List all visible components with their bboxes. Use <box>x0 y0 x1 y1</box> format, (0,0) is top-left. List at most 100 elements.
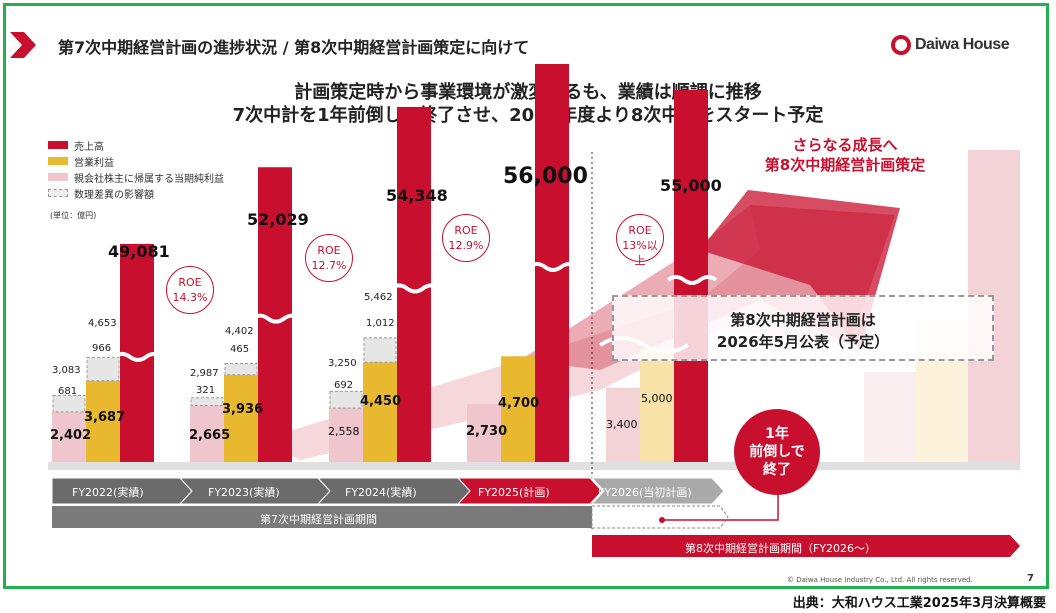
legend-swatch-sales <box>48 141 68 149</box>
legend-swatch-diff <box>48 189 68 197</box>
sales-label-fy2024: 54,348 <box>386 186 448 205</box>
legend-item-sales: 売上高 <box>48 138 224 153</box>
ahead-line-1: 1年 <box>765 426 789 442</box>
eighth-period-bar <box>592 535 1020 557</box>
sales-label-fy2023: 52,029 <box>247 210 309 229</box>
roe-label: ROE <box>178 276 202 289</box>
legend-item-net-income: 親会社株主に帰属する当期純利益 <box>48 170 224 185</box>
op-income-bar-fy2023 <box>224 374 258 470</box>
net-diff-label-fy2023: 321 <box>196 385 216 396</box>
axis-break-fy2022 <box>112 351 164 362</box>
legend-item-op-income: 営業利益 <box>48 154 224 169</box>
chart-legend: 売上高 営業利益 親会社株主に帰属する当期純利益 数理差異の影響額 <box>48 138 224 202</box>
sales-label-fy2026: 55,000 <box>660 176 722 195</box>
stage-arrow-fy2025 <box>456 477 603 505</box>
legend-label-sales: 売上高 <box>74 141 104 153</box>
axis-break-fy2026 <box>666 275 718 285</box>
ahead-line-3: 終了 <box>763 462 791 478</box>
chevron-mark-icon <box>10 32 36 58</box>
future-net-bar <box>864 372 916 470</box>
roe-value: 12.7% <box>311 259 347 272</box>
roe-badge-fy2023: ROE 12.7% <box>305 234 353 282</box>
announcement-box: 第8次中期経営計画は 2026年5月公表（予定） <box>612 295 994 361</box>
stage-arrow-fy2026 <box>590 477 725 505</box>
growth-line-2: 第8次中期経営計画策定 <box>764 156 926 174</box>
chart-baseline <box>48 462 1018 470</box>
growth-line-1: さらなる成長へ <box>792 136 898 154</box>
op-income-bar-fy2022 <box>86 380 120 470</box>
ahead-line-2: 前倒しで <box>749 444 805 460</box>
seventh-period-bar <box>52 506 592 528</box>
net-income-bar-fy2023 <box>190 405 224 470</box>
eighth-plan-period: 第8次中期経営計画期間（FY2026～） <box>685 542 877 555</box>
op-total-label-fy2023: 4,402 <box>225 326 254 337</box>
net-label-fy2026: 3,400 <box>606 418 638 431</box>
op-diff-segment-fy2023 <box>224 362 258 376</box>
net-label-fy2025: 2,730 <box>466 424 508 439</box>
roe-value: 14.3% <box>172 291 208 304</box>
net-diff-segment-fy2022 <box>52 394 86 413</box>
legend-label-diff: 数理差異の影響額 <box>74 189 154 201</box>
net-label-fy2024: 2,558 <box>328 425 360 438</box>
axis-break-fy2025 <box>527 262 579 272</box>
net-income-bar-fy2026 <box>606 387 640 470</box>
logo-ring-icon <box>891 35 911 55</box>
roe-value: 13%以上 <box>622 239 658 267</box>
op-label-fy2023: 3,936 <box>222 402 264 417</box>
op-label-fy2022: 3,687 <box>84 410 126 425</box>
roe-label: ROE <box>317 244 341 257</box>
legend-swatch-op-income <box>48 157 68 165</box>
category-label-fy2026: FY2026(当初計画) <box>598 486 692 499</box>
net-label-fy2023: 2,665 <box>189 428 231 443</box>
company-logo: Daiwa House <box>891 33 1041 59</box>
growth-message: さらなる成長へ 第8次中期経営計画策定 <box>700 135 990 175</box>
net-diff-label-fy2022: 681 <box>58 386 78 397</box>
net-diff-label-fy2024: 692 <box>334 380 354 391</box>
net-total-label-fy2023: 2,987 <box>190 368 219 379</box>
ahead-of-schedule-badge: 1年 前倒しで 終了 <box>734 409 820 495</box>
category-label-fy2024: FY2024(実績) <box>345 486 417 499</box>
roe-value: 12.9% <box>448 239 484 252</box>
announcement-line-2: 2026年5月公表（予定） <box>716 333 890 351</box>
net-label-fy2022: 2,402 <box>50 428 92 443</box>
sales-label-fy2022: 49,081 <box>108 242 170 261</box>
title-bar: 第7次中期経営計画の進捗状況 / 第8次中期経営計画策定に向けて Daiwa H… <box>6 28 1044 62</box>
seventh-plan-period: 第7次中期経営計画期間 <box>260 513 377 526</box>
net-income-bar-fy2024 <box>329 408 363 470</box>
op-diff-label-fy2024: 1,012 <box>366 318 395 329</box>
net-income-bar-fy2025 <box>467 403 501 470</box>
op-diff-segment-fy2024 <box>363 337 397 363</box>
net-diff-segment-fy2024 <box>329 390 363 409</box>
net-diff-segment-fy2023 <box>190 397 224 407</box>
roe-badge-fy2024: ROE 12.9% <box>442 214 490 262</box>
legend-swatch-net-income <box>48 173 68 181</box>
op-label-fy2024: 4,450 <box>360 394 402 409</box>
logo-text: Daiwa House <box>915 36 1010 53</box>
headline-1: 計画策定時から事業環境が激変するも、業績は順調に推移 <box>294 82 762 103</box>
op-income-bar-fy2024 <box>363 362 397 470</box>
op-income-bar-fy2026 <box>640 349 674 470</box>
category-label-fy2022: FY2022(実績) <box>72 486 144 499</box>
roe-label: ROE <box>454 224 478 237</box>
source-note: 出典：大和ハウス工業2025年3月決算概要 <box>792 596 1046 611</box>
net-total-label-fy2024: 3,250 <box>328 358 357 369</box>
op-diff-segment-fy2022 <box>86 356 120 382</box>
category-label-fy2023: FY2023(実績) <box>208 486 280 499</box>
roe-label: ROE <box>628 224 652 237</box>
copyright: © Daiwa House Industry Co., Ltd. All rig… <box>787 576 973 584</box>
page-number: 7 <box>1027 573 1034 584</box>
sales-label-fy2025: 56,000 <box>503 164 588 189</box>
roe-badge-fy2022: ROE 14.3% <box>166 266 214 314</box>
eighth-early-period-bar <box>591 505 729 529</box>
axis-break-fy2024 <box>389 283 441 294</box>
op-label-fy2025: 4,700 <box>498 396 540 411</box>
net-income-bar-fy2022 <box>52 411 86 470</box>
page-title: 第7次中期経営計画の進捗状況 / 第8次中期経営計画策定に向けて <box>58 38 530 57</box>
roe-badge-fy2026: ROE 13%以上 <box>616 214 664 267</box>
op-label-fy2026: 5,000 <box>641 392 673 405</box>
op-total-label-fy2024: 5,462 <box>364 292 393 303</box>
category-label-fy2025: FY2025(計画) <box>478 486 550 499</box>
op-diff-label-fy2022: 966 <box>92 343 112 354</box>
op-diff-label-fy2023: 465 <box>230 344 250 355</box>
